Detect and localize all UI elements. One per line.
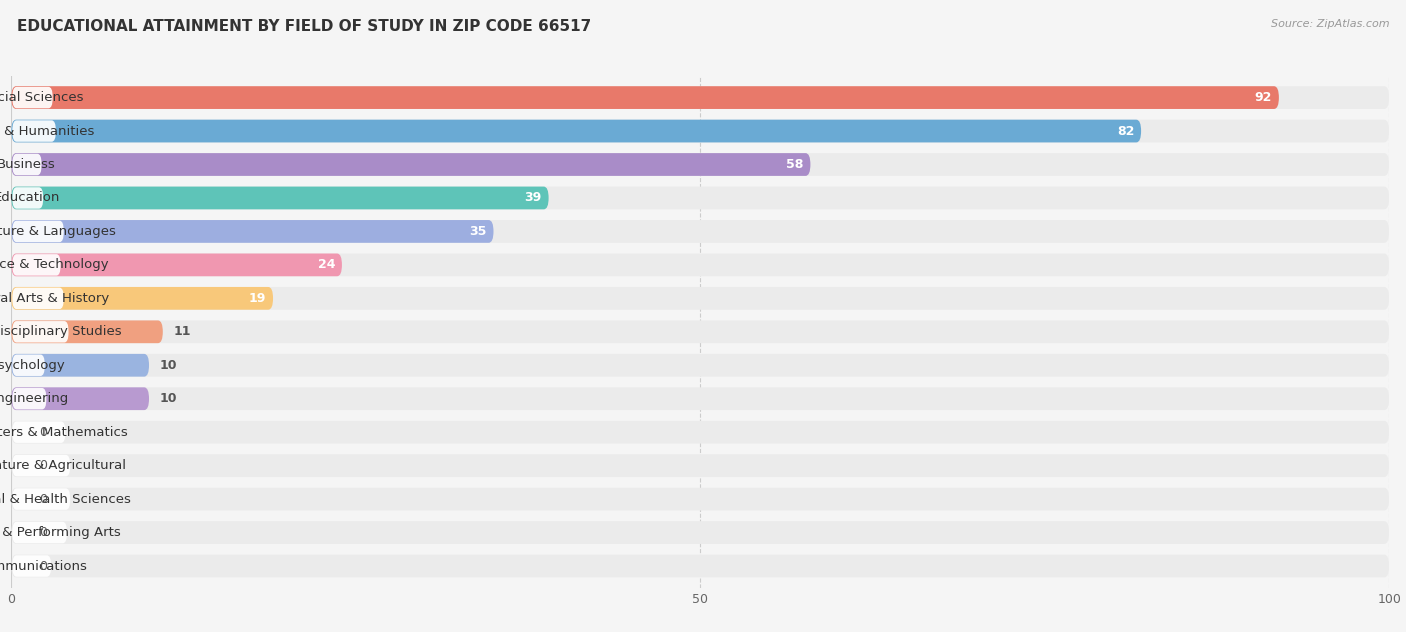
FancyBboxPatch shape bbox=[11, 153, 810, 176]
FancyBboxPatch shape bbox=[13, 221, 63, 242]
Text: EDUCATIONAL ATTAINMENT BY FIELD OF STUDY IN ZIP CODE 66517: EDUCATIONAL ATTAINMENT BY FIELD OF STUDY… bbox=[17, 19, 591, 34]
FancyBboxPatch shape bbox=[13, 87, 52, 108]
FancyBboxPatch shape bbox=[11, 488, 1389, 511]
Text: 58: 58 bbox=[786, 158, 804, 171]
Text: Visual & Performing Arts: Visual & Performing Arts bbox=[0, 526, 121, 539]
FancyBboxPatch shape bbox=[11, 287, 273, 310]
FancyBboxPatch shape bbox=[11, 86, 1389, 109]
Text: Social Sciences: Social Sciences bbox=[0, 91, 83, 104]
Text: Multidisciplinary Studies: Multidisciplinary Studies bbox=[0, 325, 121, 338]
FancyBboxPatch shape bbox=[11, 253, 1389, 276]
FancyBboxPatch shape bbox=[11, 253, 342, 276]
Text: Arts & Humanities: Arts & Humanities bbox=[0, 125, 94, 138]
FancyBboxPatch shape bbox=[13, 522, 67, 544]
FancyBboxPatch shape bbox=[13, 455, 70, 477]
FancyBboxPatch shape bbox=[13, 388, 46, 410]
FancyBboxPatch shape bbox=[11, 220, 494, 243]
FancyBboxPatch shape bbox=[11, 220, 1389, 243]
FancyBboxPatch shape bbox=[13, 120, 56, 142]
FancyBboxPatch shape bbox=[11, 119, 1142, 142]
FancyBboxPatch shape bbox=[11, 454, 1389, 477]
FancyBboxPatch shape bbox=[13, 422, 65, 443]
FancyBboxPatch shape bbox=[13, 187, 44, 209]
Text: 0: 0 bbox=[39, 492, 46, 506]
Text: 0: 0 bbox=[39, 426, 46, 439]
Text: 39: 39 bbox=[524, 191, 541, 205]
Text: 24: 24 bbox=[318, 258, 335, 271]
Text: Literature & Languages: Literature & Languages bbox=[0, 225, 117, 238]
FancyBboxPatch shape bbox=[11, 186, 1389, 209]
FancyBboxPatch shape bbox=[11, 387, 1389, 410]
FancyBboxPatch shape bbox=[11, 287, 1389, 310]
FancyBboxPatch shape bbox=[11, 153, 1389, 176]
Text: 0: 0 bbox=[39, 526, 46, 539]
FancyBboxPatch shape bbox=[13, 355, 45, 376]
FancyBboxPatch shape bbox=[13, 254, 60, 276]
Text: Physical & Health Sciences: Physical & Health Sciences bbox=[0, 492, 131, 506]
FancyBboxPatch shape bbox=[11, 119, 1389, 142]
FancyBboxPatch shape bbox=[13, 288, 63, 309]
Text: 11: 11 bbox=[174, 325, 191, 338]
FancyBboxPatch shape bbox=[13, 321, 69, 343]
FancyBboxPatch shape bbox=[11, 186, 548, 209]
Text: Computers & Mathematics: Computers & Mathematics bbox=[0, 426, 128, 439]
Text: Engineering: Engineering bbox=[0, 392, 69, 405]
Text: Psychology: Psychology bbox=[0, 359, 66, 372]
Text: Business: Business bbox=[0, 158, 56, 171]
Text: 92: 92 bbox=[1254, 91, 1272, 104]
FancyBboxPatch shape bbox=[13, 154, 42, 175]
FancyBboxPatch shape bbox=[11, 421, 1389, 444]
FancyBboxPatch shape bbox=[11, 354, 149, 377]
FancyBboxPatch shape bbox=[11, 555, 1389, 578]
Text: 0: 0 bbox=[39, 459, 46, 472]
Text: Source: ZipAtlas.com: Source: ZipAtlas.com bbox=[1271, 19, 1389, 29]
Text: Science & Technology: Science & Technology bbox=[0, 258, 108, 271]
Text: 10: 10 bbox=[160, 359, 177, 372]
FancyBboxPatch shape bbox=[11, 320, 1389, 343]
Text: Communications: Communications bbox=[0, 559, 87, 573]
Text: Bio, Nature & Agricultural: Bio, Nature & Agricultural bbox=[0, 459, 127, 472]
FancyBboxPatch shape bbox=[11, 387, 149, 410]
FancyBboxPatch shape bbox=[13, 556, 51, 577]
Text: 0: 0 bbox=[39, 559, 46, 573]
FancyBboxPatch shape bbox=[11, 320, 163, 343]
Text: 10: 10 bbox=[160, 392, 177, 405]
Text: 19: 19 bbox=[249, 292, 266, 305]
FancyBboxPatch shape bbox=[13, 489, 70, 510]
Text: 82: 82 bbox=[1116, 125, 1135, 138]
Text: Liberal Arts & History: Liberal Arts & History bbox=[0, 292, 108, 305]
Text: Education: Education bbox=[0, 191, 60, 205]
Text: 35: 35 bbox=[470, 225, 486, 238]
FancyBboxPatch shape bbox=[11, 354, 1389, 377]
FancyBboxPatch shape bbox=[11, 521, 1389, 544]
FancyBboxPatch shape bbox=[11, 86, 1279, 109]
